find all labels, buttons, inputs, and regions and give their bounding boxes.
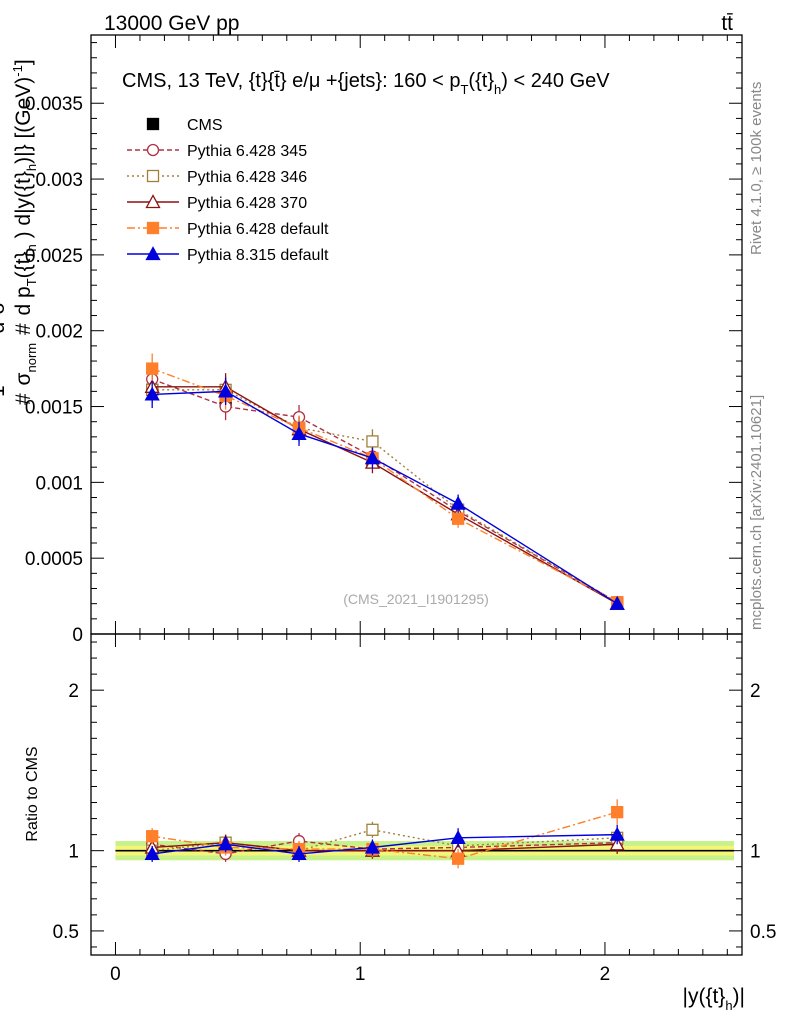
ratio-y-axis-label: Ratio to CMS — [24, 746, 41, 841]
plot-title: CMS, 13 TeV, {t}{t̄} e/μ +{jets}: 160 < … — [122, 70, 610, 97]
data-point — [291, 425, 307, 440]
energy-label: 13000 GeV pp — [104, 12, 239, 35]
x-tick-label: 0 — [110, 964, 121, 985]
ratio-point — [218, 836, 234, 851]
ratio-y-tick-label-right: 2 — [750, 681, 761, 702]
series-cms — [146, 380, 624, 610]
ratio-series-line — [152, 840, 618, 855]
data-point — [366, 435, 379, 448]
series-line — [151, 378, 618, 603]
x-tick-label: 2 — [600, 964, 611, 985]
main-series-group — [144, 353, 625, 610]
data-point — [609, 595, 625, 610]
legend-entry: Pythia 6.428 346 — [127, 169, 307, 186]
ratio-y-tick-label: 2 — [68, 681, 79, 702]
svg-text:1 d2σ: 1 d2σ — [0, 302, 9, 397]
ratio-point — [366, 823, 379, 836]
main-y-tick-label: 0.0025 — [25, 246, 83, 267]
ratio-point — [364, 839, 381, 854]
ratio-point — [611, 806, 624, 819]
ratio-plot-frame — [90, 633, 743, 956]
ratio-point — [144, 846, 160, 861]
ratio-axis-ticks — [91, 634, 742, 955]
x-axis-label: |y({t}h)| — [683, 985, 746, 1013]
legend-entry: Pythia 6.428 345 — [127, 143, 307, 160]
main-plot-panel: 0 0.0005 0.001 0.0015 0.002 0.0025 0.003 0.0035… — [25, 34, 743, 646]
ratio-point — [291, 846, 307, 861]
legend-label: Pythia 6.428 370 — [187, 195, 307, 212]
legend-marker — [146, 117, 160, 131]
legend-label: CMS — [187, 117, 223, 134]
legend-entry: Pythia 6.428 370 — [127, 194, 307, 212]
data-point — [218, 383, 234, 398]
main-y-tick-label: 0 — [72, 625, 83, 646]
data-point — [451, 512, 465, 525]
legend-entry: Pythia 8.315 default — [127, 246, 329, 264]
ratio-point — [146, 830, 159, 843]
data-point — [146, 362, 159, 375]
legend-marker — [145, 194, 161, 209]
process-label: tt̄ — [721, 12, 733, 35]
legend-marker — [146, 169, 160, 183]
legend-marker — [146, 221, 160, 235]
main-axis-ticks — [91, 35, 742, 635]
legend-entry: Pythia 6.428 default — [127, 221, 329, 238]
main-y-tick-label: 0.0015 — [25, 398, 83, 419]
series-pythia-6-428-345 — [146, 365, 624, 609]
ratio-y-tick-label: 0.5 — [53, 922, 79, 943]
rivet-label: Rivet 4.1.0, ≥ 100k events — [748, 82, 765, 255]
legend-marker — [146, 143, 160, 157]
main-y-tick-label: 0.002 — [35, 322, 83, 343]
svg-text:# σnorm # d: # σnorm # d pT({t}h ) d|y({t}h)|} [(GeV)… — [10, 59, 41, 405]
ratio-point — [450, 829, 466, 844]
legend-marker — [145, 246, 161, 261]
ratio-y-tick-labels: 0.5 0.5 1 1 2 2 — [53, 681, 777, 943]
legend-label: Pythia 6.428 345 — [187, 143, 307, 160]
main-y-tick-label: 0.003 — [35, 170, 83, 191]
ratio-series-line — [152, 833, 618, 855]
ratio-series-group — [144, 799, 625, 869]
main-y-tick-label: 0.0035 — [25, 94, 83, 115]
series-pythia-6-428-346 — [146, 376, 624, 609]
main-y-tick-label: 0.0005 — [25, 549, 83, 570]
ratio-y-tick-label-right: 1 — [750, 842, 761, 863]
series-pythia-6-428-370 — [144, 373, 625, 610]
ratio-y-tick-label: 1 — [68, 842, 79, 863]
mcplots-label: mcplots.cern.ch [arXiv:2401.10621] — [748, 395, 765, 630]
ratio-y-tick-label-right: 0.5 — [750, 922, 776, 943]
series-pythia-8-315-default — [144, 377, 625, 610]
ratio-plot-panel: 0.5 0.5 1 1 2 2 0 1 2 — [53, 633, 777, 985]
series-line — [152, 389, 618, 603]
legend-label: Pythia 6.428 346 — [187, 169, 307, 186]
data-point — [364, 450, 381, 465]
data-point — [450, 495, 466, 510]
ratio-series-pythia-8-315-default — [144, 824, 625, 862]
data-point — [144, 386, 160, 401]
legend-label: Pythia 8.315 default — [187, 247, 329, 264]
series-line — [152, 390, 618, 605]
ratio-point — [451, 852, 465, 865]
x-tick-label: 1 — [355, 964, 366, 985]
ratio-point — [609, 826, 625, 841]
legend-entry: CMS — [146, 117, 223, 134]
watermark-label: (CMS_2021_I1901295) — [343, 591, 489, 607]
main-y-tick-label: 0.001 — [35, 473, 83, 494]
main-y-axis-label: # σnorm # d pT({t}h ) d|y({t}h)|} [(GeV)… — [0, 59, 41, 405]
x-tick-labels: 0 1 2 — [110, 964, 610, 985]
series-line — [152, 386, 618, 605]
legend: CMS Pythia 6.428 345 Pythia 6.428 346 Pythi… — [127, 117, 329, 264]
main-y-tick-labels: 0 0.0005 0.001 0.0015 0.002 0.0025 0.003 0.0035 — [25, 94, 83, 646]
legend-label: Pythia 6.428 default — [187, 221, 329, 238]
